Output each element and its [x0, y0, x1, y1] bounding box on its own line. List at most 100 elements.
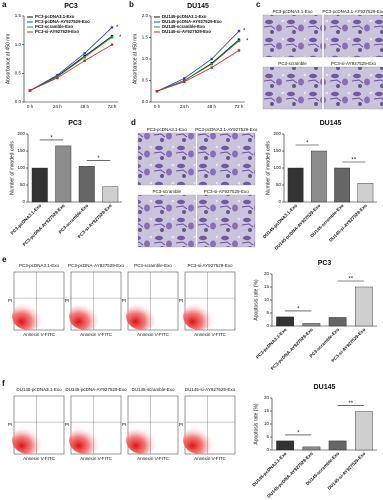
x-axis-label: Annexin V-FITC [194, 332, 227, 337]
cell-population [183, 302, 215, 330]
micrograph [137, 132, 196, 186]
y-axis-label: PI [179, 422, 183, 427]
y-tick-label: 1.0 [142, 56, 149, 61]
y-tick-label: 0.0 [142, 99, 149, 104]
x-tick-label: DU145-pcDNA-AY927529-Exo [266, 451, 314, 499]
y-tick-label: 0.5 [15, 71, 22, 76]
bar [31, 167, 48, 203]
cell-population [12, 426, 44, 454]
point [183, 80, 186, 83]
y-axis-label: Apoptosis rate (%) [253, 279, 259, 320]
x-tick-label: 48 h [207, 104, 216, 109]
y-tick-label: 100 [273, 165, 281, 170]
y-tick-label: 0 [278, 199, 281, 204]
micrograph [323, 66, 383, 110]
micrograph [197, 194, 256, 248]
y-tick-label: 150 [273, 148, 281, 153]
plot-label: PC3-pcDNA-AY927529-Exo [68, 263, 124, 268]
bar [328, 440, 347, 451]
plot-label: PC3-pcDNA3.1-Exo [19, 263, 60, 268]
point [237, 29, 241, 33]
x-axis-label: Annexin V-FITC [80, 456, 113, 461]
y-tick-label: 20 [264, 271, 270, 276]
x-tick-label: PC3-pcDNA-AY927529-Exo [22, 203, 66, 247]
cell-population [69, 426, 101, 454]
legend-label: PC3-pcDNA-AY927529-Exo [35, 19, 90, 24]
cell-population [12, 302, 44, 330]
cell-population [183, 426, 215, 454]
y-tick-label: 200 [17, 131, 25, 136]
legend-label: PC3-scramble-Exo [35, 24, 73, 29]
x-tick-label: 48 h [80, 104, 89, 109]
legend-label: DU145-pcDNA-AY927529-Exo [162, 19, 222, 24]
y-tick-label: 2.0 [142, 13, 149, 18]
legend-label: DU145-scramble-Exo [162, 24, 205, 29]
series-line [29, 44, 113, 91]
series-line [156, 50, 240, 92]
x-axis-label: Annexin V-FITC [80, 332, 113, 337]
plot-label: PC3-si-AY927529-Exo [188, 263, 233, 268]
y-axis-label: PI [65, 298, 69, 303]
panel-label: c [256, 0, 261, 9]
bar [355, 286, 373, 327]
y-tick-label: 50 [20, 182, 26, 187]
image-label: PC3-pcDNA3.1-AY927529-Exo [322, 9, 383, 14]
bar [355, 411, 373, 451]
chart-title: PC3 [68, 120, 82, 127]
y-axis-label: PI [122, 422, 126, 427]
y-axis-label: PI [122, 298, 126, 303]
x-tick-label: 24 h [180, 104, 189, 109]
x-tick-label: 24 h [53, 104, 62, 109]
y-tick-label: 5 [266, 434, 269, 439]
y-axis-label: Apoptosis rate (%) [253, 403, 259, 444]
chart-title: PC3 [64, 3, 78, 10]
y-tick-label: 200 [273, 131, 281, 136]
y-tick-label: 10 [264, 297, 270, 302]
bar [276, 316, 294, 327]
point [210, 62, 213, 66]
legend-label: DU145-si-AY927529-Exo [162, 29, 211, 34]
x-tick-label: 72 h [108, 104, 117, 109]
y-tick-label: 150 [17, 148, 25, 153]
x-axis-label: Annexin V-FITC [137, 332, 170, 337]
annotation: * [297, 306, 300, 312]
y-axis-label: PI [8, 298, 12, 303]
chart-title: PC3 [318, 260, 332, 267]
bar [55, 145, 72, 203]
bar [311, 150, 327, 203]
bar [302, 323, 321, 327]
bar [287, 167, 304, 203]
point [56, 76, 59, 80]
point [183, 79, 186, 82]
y-tick-label: 50 [276, 182, 282, 187]
image-label: PC3-pcDNA3.1-Exo [147, 127, 188, 132]
x-tick-label: DU145-pcDNA-AY927529-Exo [274, 203, 322, 251]
y-tick-label: 10 [264, 421, 270, 426]
point [56, 73, 59, 77]
y-axis-label: PI [8, 422, 12, 427]
image-label: PC3-pcDNA3.1-AY927529-Exo [195, 127, 258, 132]
point [110, 43, 114, 46]
y-tick-label: 0 [22, 199, 25, 204]
bar [102, 186, 119, 203]
x-axis-label: Annexin V-FITC [194, 456, 227, 461]
image-label: PC3-scramble [278, 61, 307, 66]
annotation: * [297, 430, 300, 436]
annotation: ** [351, 158, 356, 164]
panel-label: e [2, 255, 7, 264]
image-label: PC3-si-AY927529-Exo [204, 189, 249, 194]
y-tick-label: 15 [264, 408, 270, 413]
legend-label: PC3-pcDNA3.1-Exo [35, 14, 75, 19]
image-label: PC3-scramble [152, 189, 181, 194]
x-tick-label: 0 h [154, 104, 161, 109]
panel-label: b [129, 0, 134, 9]
point [83, 56, 86, 59]
micrograph [197, 132, 256, 186]
panel-label: f [2, 379, 5, 388]
plot-label: DU145-pcDNA-AY927529-Exo [65, 387, 127, 392]
plot-label: DU145-scramble-Exo [131, 387, 175, 392]
annotation: * [306, 141, 309, 147]
x-tick-label: 72 h [235, 104, 244, 109]
y-axis-label: PI [179, 298, 183, 303]
